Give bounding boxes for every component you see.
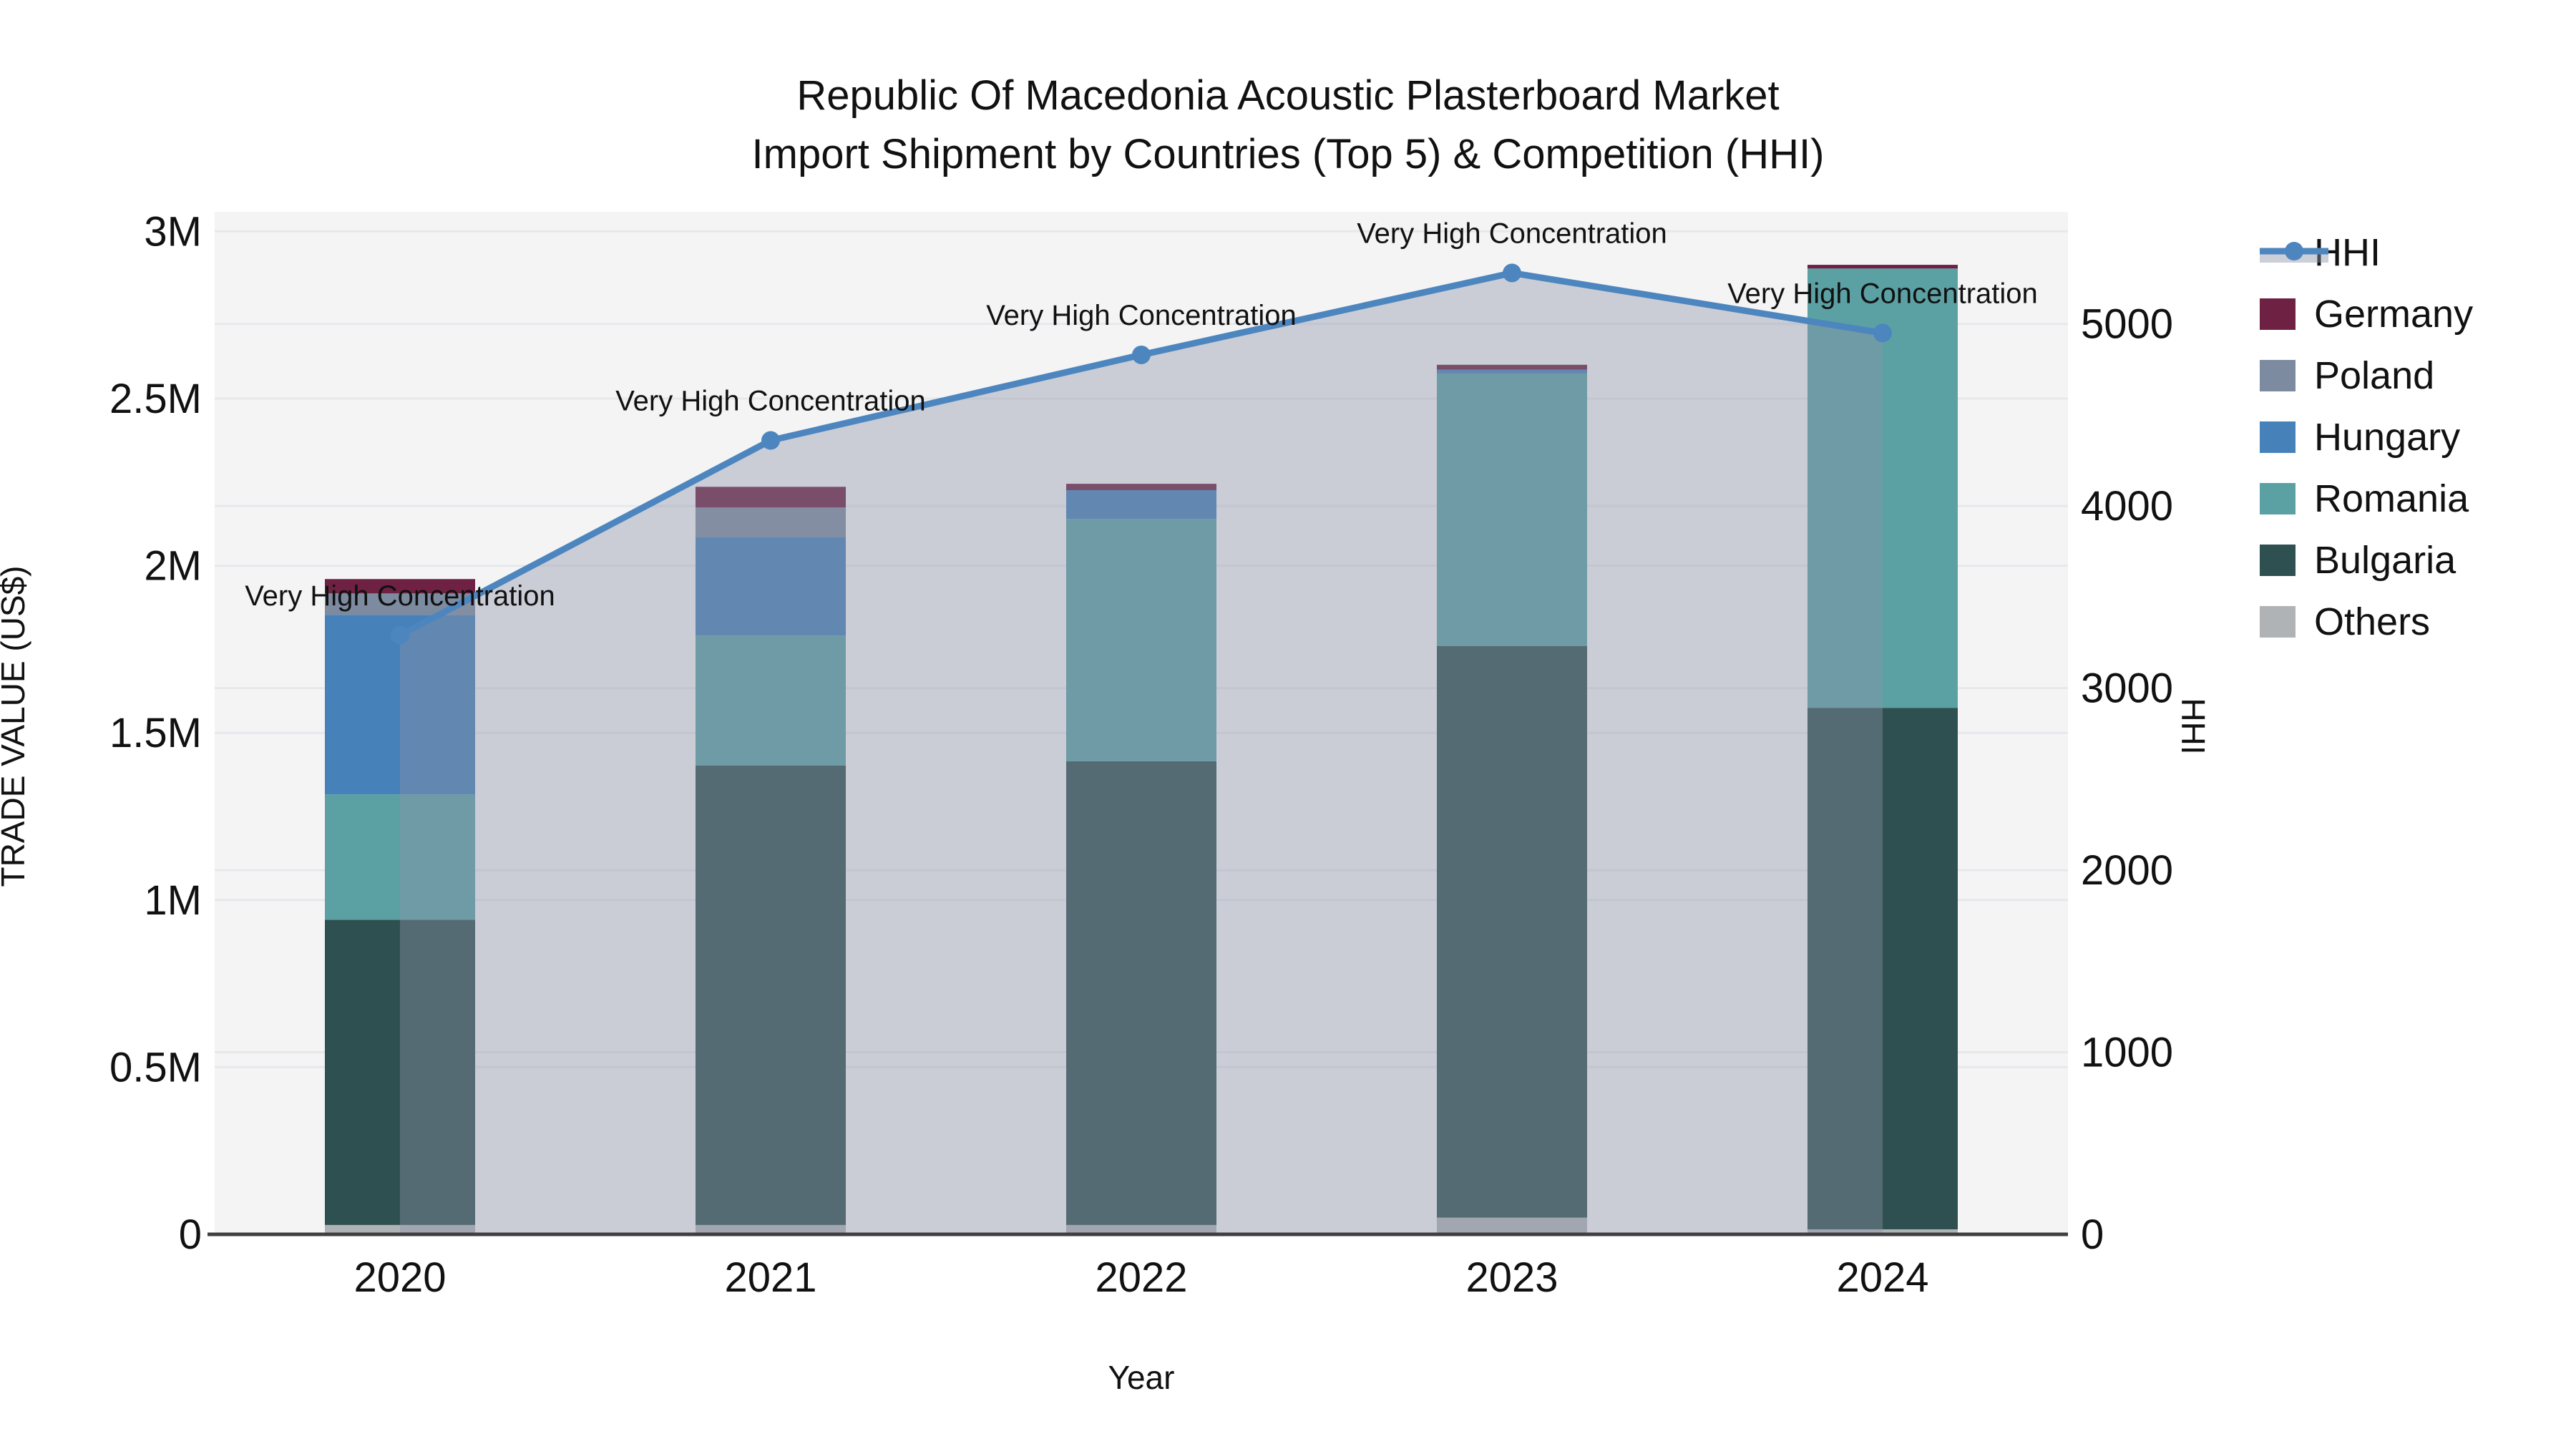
bar-segment-others-2024	[1807, 1229, 1958, 1234]
legend-item-hhi[interactable]: HHI	[2260, 230, 2473, 275]
hhi-marker-2020	[391, 625, 409, 645]
hhi-marker-2023	[1503, 263, 1521, 283]
x-tick-2023: 2023	[1465, 1254, 1558, 1301]
x-tick-2021: 2021	[724, 1254, 816, 1301]
bar-segment-germany-2020	[325, 579, 475, 594]
chart-title-line1: Republic Of Macedonia Acoustic Plasterbo…	[796, 72, 1780, 119]
y-right-tick-0: 0	[2081, 1211, 2104, 1258]
x-tick-2020: 2020	[353, 1254, 446, 1301]
legend-color-swatch-bulgaria	[2260, 545, 2296, 576]
legend-color-swatch-hungary	[2260, 421, 2296, 453]
y-left-tick-1.5M: 1.5M	[109, 710, 202, 756]
bar-segment-others-2020	[325, 1224, 475, 1234]
y-right-tick-1000: 1000	[2081, 1030, 2173, 1076]
bar-segment-hungary-2023	[1437, 369, 1587, 374]
bar-segment-bulgaria-2024	[1807, 708, 1958, 1229]
hhi-marker-2021	[761, 431, 780, 450]
bar-segment-romania-2020	[325, 794, 475, 920]
legend-item-romania[interactable]: Romania	[2260, 477, 2473, 521]
hhi-marker-2024	[1873, 323, 1892, 343]
legend-color-swatch-germany	[2260, 298, 2296, 330]
legend-label-others: Others	[2314, 600, 2431, 643]
chart-title-line2: Import Shipment by Countries (Top 5) & C…	[751, 131, 1825, 177]
legend-label-hungary: Hungary	[2314, 416, 2461, 459]
legend-color-swatch-poland	[2260, 360, 2296, 391]
hhi-marker-2022	[1132, 345, 1151, 364]
y-left-tick-0: 0	[179, 1211, 202, 1258]
bar-segment-romania-2021	[696, 635, 846, 766]
legend-hhi-line-icon	[2260, 237, 2328, 268]
legend-item-germany[interactable]: Germany	[2260, 292, 2473, 336]
y-axis-left-title: TRADE VALUE (US$)	[0, 565, 31, 887]
hhi-area-fill	[400, 273, 1883, 1234]
y-right-tick-3000: 3000	[2081, 665, 2173, 712]
legend-label-germany: Germany	[2314, 293, 2474, 336]
legend-label-poland: Poland	[2314, 354, 2435, 397]
y-left-tick-2.5M: 2.5M	[109, 376, 202, 422]
x-tick-2024: 2024	[1836, 1254, 1928, 1301]
bar-segment-hungary-2021	[696, 537, 846, 636]
bar-segment-romania-2023	[1437, 373, 1587, 646]
bar-segment-poland-2021	[696, 507, 846, 537]
legend-color-swatch-romania	[2260, 483, 2296, 514]
y-right-tick-4000: 4000	[2081, 483, 2173, 530]
annotation-2024: Very High Concentration	[1727, 278, 2038, 309]
bar-segment-germany-2023	[1437, 364, 1587, 370]
bar-segment-others-2021	[696, 1224, 846, 1234]
x-axis-title: Year	[1108, 1359, 1175, 1396]
bar-segment-hungary-2020	[325, 615, 475, 795]
legend-item-poland[interactable]: Poland	[2260, 353, 2473, 398]
bar-segment-bulgaria-2023	[1437, 645, 1587, 1218]
y-right-tick-2000: 2000	[2081, 847, 2173, 894]
legend-item-others[interactable]: Others	[2260, 600, 2473, 644]
bar-segment-germany-2021	[696, 487, 846, 508]
y-left-tick-1M: 1M	[144, 877, 202, 924]
annotation-2022: Very High Concentration	[986, 300, 1297, 331]
bar-segment-hungary-2022	[1066, 489, 1216, 519]
bar-segment-romania-2022	[1066, 519, 1216, 761]
bar-segment-bulgaria-2020	[325, 919, 475, 1225]
legend: HHI Germany Poland Hungary Romania Bulgaria Ot…	[2260, 230, 2473, 644]
annotation-2021: Very High Concentration	[615, 386, 926, 417]
y-axis-right-title: HHI	[2175, 698, 2212, 755]
bar-segment-germany-2024	[1807, 265, 1958, 269]
legend-item-hungary[interactable]: Hungary	[2260, 415, 2473, 459]
bar-segment-others-2023	[1437, 1217, 1587, 1234]
bar-segment-bulgaria-2022	[1066, 761, 1216, 1225]
legend-label-bulgaria: Bulgaria	[2314, 539, 2457, 582]
legend-color-swatch-others	[2260, 606, 2296, 638]
bar-segment-bulgaria-2021	[696, 765, 846, 1225]
y-left-tick-3M: 3M	[144, 208, 202, 255]
y-left-tick-0.5M: 0.5M	[109, 1044, 202, 1091]
legend-item-bulgaria[interactable]: Bulgaria	[2260, 538, 2473, 582]
annotation-2023: Very High Concentration	[1357, 218, 1667, 249]
annotation-2020: Very High Concentration	[245, 580, 555, 612]
bar-segment-germany-2022	[1066, 484, 1216, 490]
legend-label-romania: Romania	[2314, 477, 2469, 520]
bar-segment-others-2022	[1066, 1224, 1216, 1234]
x-tick-2022: 2022	[1095, 1254, 1187, 1301]
y-left-tick-2M: 2M	[144, 543, 202, 590]
y-right-tick-5000: 5000	[2081, 301, 2173, 348]
